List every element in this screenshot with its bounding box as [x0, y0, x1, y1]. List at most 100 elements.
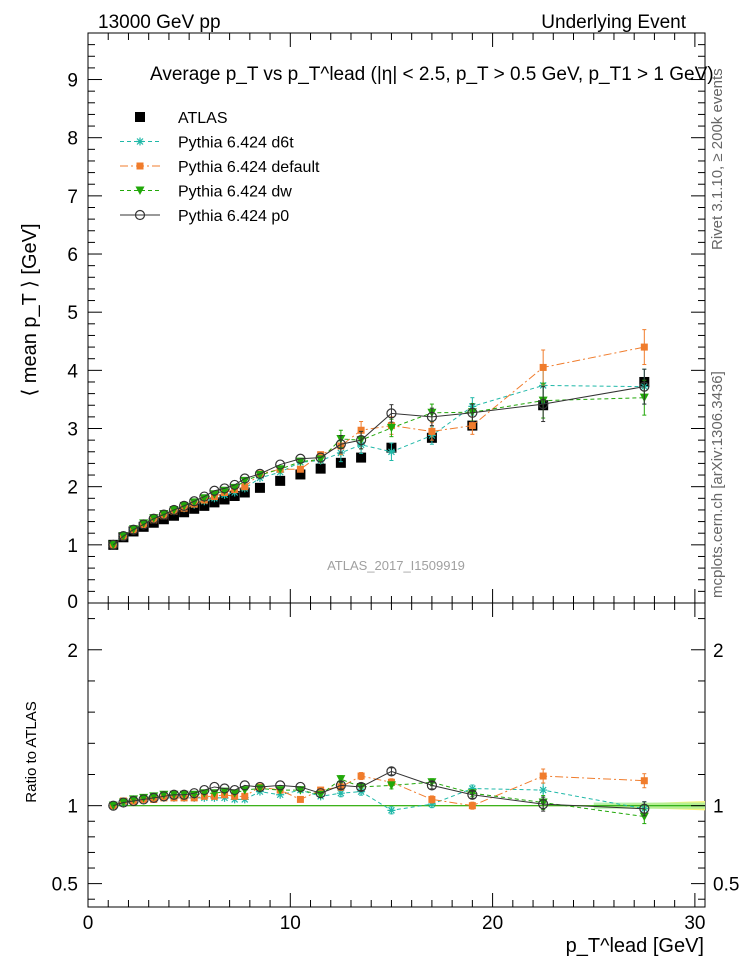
data-point	[275, 459, 286, 470]
data-point	[254, 482, 265, 493]
data-point	[295, 453, 306, 464]
main-y-tick-label: 6	[67, 245, 78, 266]
data-point	[386, 766, 397, 777]
data-point	[168, 504, 180, 516]
data-point	[230, 789, 240, 798]
x-tick-label: 20	[482, 913, 503, 934]
legend-marker	[135, 186, 145, 195]
data-point	[138, 519, 149, 530]
ratio-band	[113, 800, 705, 811]
main-y-tick-label: 5	[67, 303, 78, 324]
legend-marker	[136, 162, 144, 170]
series-line	[112, 386, 645, 546]
main-y-tick-label-zero: 0	[67, 592, 78, 613]
data-point	[128, 795, 139, 807]
data-point	[148, 792, 159, 803]
data-point	[357, 772, 365, 780]
series-line	[112, 397, 645, 546]
series-pythia-6-424-d6t	[109, 782, 649, 817]
data-point	[317, 786, 325, 794]
legend-entry: Pythia 6.424 d6t	[120, 135, 294, 152]
data-point	[158, 791, 169, 802]
data-point	[108, 539, 119, 550]
data-point	[426, 411, 438, 422]
data-point	[336, 789, 345, 798]
data-point	[241, 483, 249, 491]
data-point	[209, 485, 220, 496]
legend-marker	[134, 209, 146, 221]
data-point	[355, 781, 367, 793]
data-point	[209, 497, 220, 508]
data-point	[229, 479, 240, 491]
data-point	[295, 781, 306, 793]
ratio-y-tick-label: 0.5	[52, 875, 78, 896]
data-point	[189, 788, 200, 799]
x-axis-label: p_T^lead [GeV]	[566, 935, 704, 957]
data-point	[254, 468, 266, 479]
data-point	[640, 343, 648, 351]
data-point	[178, 500, 190, 511]
main-axes: 1 2 3 4 5 6 7 8 9 0	[67, 33, 705, 613]
data-point	[178, 789, 190, 800]
ratio-plot-frame	[87, 602, 706, 908]
data-point	[199, 784, 210, 796]
data-point	[428, 427, 436, 435]
legend-marker	[136, 137, 144, 146]
data-point	[468, 802, 476, 810]
data-point	[199, 500, 210, 511]
main-y-tick-label: 9	[67, 71, 78, 92]
data-point	[538, 398, 549, 410]
data-point	[209, 781, 220, 793]
data-point	[296, 465, 304, 473]
main-y-axis-label: ⟨ mean p_T ⟩ [GeV]	[19, 223, 41, 396]
data-point	[220, 787, 230, 797]
legend-marker	[135, 112, 145, 122]
main-y-tick-label: 7	[67, 187, 78, 208]
data-point	[428, 795, 436, 803]
data-point	[138, 794, 149, 805]
legend-label: Pythia 6.424 p0	[178, 208, 289, 225]
data-point	[356, 452, 367, 463]
data-point	[239, 780, 250, 791]
data-point	[335, 457, 346, 468]
legend-entry: ATLAS	[135, 110, 228, 127]
main-title: Average p_T vs p_T^lead (|η| < 2.5, p_T …	[150, 64, 714, 85]
data-point	[426, 780, 438, 791]
data-point	[335, 439, 346, 450]
data-point	[199, 491, 210, 502]
data-point	[108, 801, 118, 811]
data-point	[128, 524, 139, 535]
x-tick-label: 30	[684, 913, 705, 934]
series-line	[112, 346, 645, 546]
data-point	[357, 426, 365, 434]
series-pythia-6-424-dw	[108, 379, 649, 550]
data-point	[468, 422, 476, 430]
data-point	[219, 494, 230, 505]
series-pythia-6-424-default	[109, 329, 648, 549]
rivet-label: Rivet 3.1.10, ≥ 200k events	[709, 68, 726, 250]
ratio-y-tick-label: 1	[67, 797, 78, 818]
data-point	[315, 788, 326, 799]
legend-label: Pythia 6.424 default	[178, 159, 320, 176]
header-left: 13000 GeV pp	[98, 12, 221, 33]
data-point	[467, 407, 478, 418]
data-point	[241, 792, 249, 800]
data-point	[315, 463, 326, 474]
data-point	[158, 509, 169, 520]
legend-label: Pythia 6.424 dw	[178, 184, 292, 201]
main-y-tick-label: 8	[67, 129, 78, 150]
series-line	[113, 770, 645, 810]
data-point	[335, 780, 346, 791]
ratio-y-tick-label: 2	[67, 641, 78, 662]
ratio-series-group	[108, 766, 650, 825]
ratio-y-tick-label-right: 1	[713, 797, 724, 818]
data-point	[139, 519, 149, 528]
data-point	[219, 483, 230, 494]
data-point	[295, 786, 305, 795]
data-point	[118, 531, 129, 542]
data-point	[108, 800, 119, 811]
legend-entry: Pythia 6.424 default	[120, 159, 320, 176]
data-point	[386, 408, 397, 419]
main-series-group	[108, 329, 650, 550]
